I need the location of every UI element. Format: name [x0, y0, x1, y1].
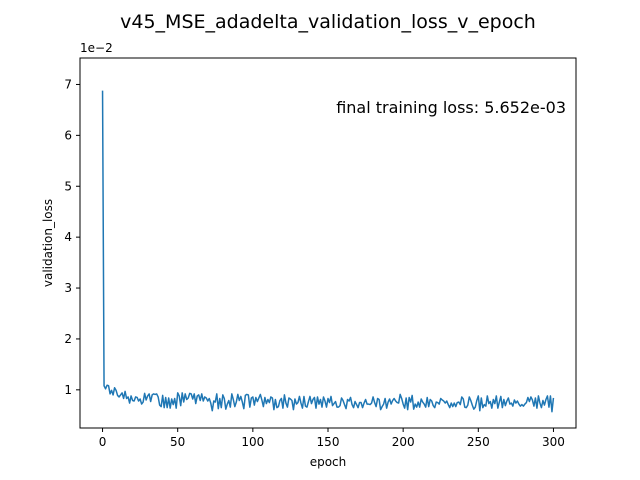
y-scale-multiplier: 1e−2	[80, 41, 113, 55]
y-tick-label: 5	[64, 179, 72, 193]
y-tick-label: 1	[64, 383, 72, 397]
x-tick-label: 200	[392, 435, 415, 449]
x-tick-label: 0	[99, 435, 107, 449]
x-axis: 0 50 100 150 200 250 300	[99, 428, 565, 449]
series-layer	[101, 90, 555, 413]
x-tick-label: 50	[170, 435, 185, 449]
x-tick-label: 250	[467, 435, 490, 449]
x-tick-label: 300	[542, 435, 565, 449]
y-tick-label: 6	[64, 128, 72, 142]
chart-title: v45_MSE_adadelta_validation_loss_v_epoch	[120, 11, 536, 33]
x-tick-label: 150	[317, 435, 340, 449]
x-axis-title: epoch	[310, 455, 347, 469]
x-tick-label: 100	[241, 435, 264, 449]
y-axis-title: validation_loss	[41, 199, 55, 287]
y-tick-label: 2	[64, 332, 72, 346]
series-line-0	[101, 90, 555, 413]
y-tick-label: 7	[64, 77, 72, 91]
y-axis: 1 2 3 4 5 6 7	[64, 77, 80, 397]
final-loss-annotation: final training loss: 5.652e-03	[336, 98, 566, 117]
y-tick-label: 3	[64, 281, 72, 295]
y-tick-label: 4	[64, 230, 72, 244]
